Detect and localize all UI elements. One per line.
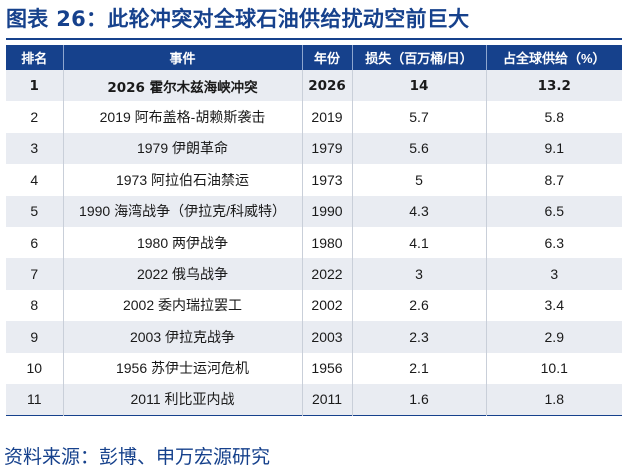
- cell-loss: 1.6: [352, 383, 487, 416]
- cell-loss: 4.1: [352, 226, 487, 259]
- cell-rank: 2: [6, 101, 64, 133]
- cell-share: 5.8: [544, 109, 564, 126]
- cell-year: 1979: [302, 132, 353, 165]
- cell-share: 2.9: [544, 328, 564, 345]
- cell-rank: 11: [6, 383, 64, 416]
- cell-loss: 5.7: [352, 101, 487, 133]
- cell-loss: 5: [352, 164, 487, 196]
- cell-rank: 6: [6, 226, 64, 259]
- cell-loss: 2.6: [352, 289, 487, 322]
- cell-event: 1973 阿拉伯石油禁运: [63, 164, 303, 196]
- cell-rank: 5: [6, 195, 64, 227]
- table-row: 2 2019 阿布盖格-胡赖斯袭击 2019 5.7 5.8: [6, 101, 622, 133]
- cell-year: 2003: [302, 321, 353, 353]
- cell-rank: 3: [6, 132, 64, 165]
- source-note: 资料来源：彭博、申万宏源研究: [4, 446, 271, 468]
- table-row: 4 1973 阿拉伯石油禁运 1973 5 8.7: [6, 164, 622, 196]
- cell-rank: 1: [6, 70, 64, 102]
- figure-title: 图表 26：此轮冲突对全球石油供给扰动空前巨大: [6, 7, 470, 31]
- header-share: 占全球供给（%）: [502, 51, 606, 66]
- cell-rank: 4: [6, 164, 64, 196]
- header-event: 事件: [63, 45, 303, 70]
- cell-year: 1956: [302, 352, 353, 384]
- header-rank: 排名: [6, 45, 64, 70]
- cell-event: 2003 伊拉克战争: [63, 321, 303, 353]
- cell-event: 2019 阿布盖格-胡赖斯袭击: [63, 101, 303, 133]
- cell-share: 1.8: [544, 391, 564, 408]
- cell-share: 9.1: [544, 140, 564, 157]
- cell-loss: 14: [352, 70, 487, 102]
- cell-year: 2026: [302, 70, 353, 102]
- cell-share: 6.3: [544, 234, 564, 251]
- oil-disruption-table: 排名 事件 年份 损失（百万桶/日） 占全球供给（%） 1 2026 霍尔木兹海峡…: [6, 45, 622, 416]
- cell-event: 2002 委内瑞拉罢工: [63, 289, 303, 322]
- cell-loss: 2.1: [352, 352, 487, 384]
- table-row: 10 1956 苏伊士运河危机 1956 2.1 10.1: [6, 352, 622, 384]
- header-loss: 损失（百万桶/日）: [352, 45, 487, 70]
- table-row: 1 2026 霍尔木兹海峡冲突 2026 14 13.2: [6, 70, 622, 102]
- header-year: 年份: [302, 45, 353, 70]
- table-row: 6 1980 两伊战争 1980 4.1 6.3: [6, 226, 622, 259]
- cell-share: 6.5: [544, 203, 564, 220]
- cell-rank: 9: [6, 321, 64, 353]
- cell-event: 2026 霍尔木兹海峡冲突: [63, 70, 303, 102]
- cell-rank: 8: [6, 289, 64, 322]
- cell-event: 1956 苏伊士运河危机: [63, 352, 303, 384]
- table-row: 5 1990 海湾战争（伊拉克/科威特） 1990 4.3 6.5: [6, 195, 622, 227]
- table-row: 11 2011 利比亚内战 2011 1.6 1.8: [6, 383, 622, 416]
- table-row: 7 2022 俄乌战争 2022 3 3: [6, 258, 622, 290]
- cell-share: 3: [550, 266, 559, 283]
- cell-year: 1973: [302, 164, 353, 196]
- table-header-row: 排名 事件 年份 损失（百万桶/日） 占全球供给（%）: [6, 45, 622, 70]
- cell-event: 1980 两伊战争: [63, 226, 303, 259]
- cell-event: 1979 伊朗革命: [63, 132, 303, 165]
- cell-year: 2022: [302, 258, 353, 290]
- table-row: 9 2003 伊拉克战争 2003 2.3 2.9: [6, 321, 622, 353]
- cell-event: 2011 利比亚内战: [63, 383, 303, 416]
- cell-share: 10.1: [540, 360, 568, 377]
- cell-rank: 7: [6, 258, 64, 290]
- title-divider: [6, 38, 622, 40]
- cell-loss: 2.3: [352, 321, 487, 353]
- table-row: 8 2002 委内瑞拉罢工 2002 2.6 3.4: [6, 289, 622, 322]
- cell-loss: 3: [352, 258, 487, 290]
- cell-rank: 10: [6, 352, 64, 384]
- cell-year: 2011: [302, 383, 353, 416]
- cell-share: 3.4: [544, 297, 564, 314]
- cell-share: 8.7: [544, 171, 564, 188]
- cell-year: 1980: [302, 226, 353, 259]
- cell-year: 2019: [302, 101, 353, 133]
- cell-year: 1990: [302, 195, 353, 227]
- cell-loss: 5.6: [352, 132, 487, 165]
- cell-year: 2002: [302, 289, 353, 322]
- table-row: 3 1979 伊朗革命 1979 5.6 9.1: [6, 132, 622, 165]
- cell-event: 1990 海湾战争（伊拉克/科威特）: [63, 195, 303, 227]
- cell-loss: 4.3: [352, 195, 487, 227]
- cell-share: 13.2: [537, 77, 571, 94]
- cell-event: 2022 俄乌战争: [63, 258, 303, 290]
